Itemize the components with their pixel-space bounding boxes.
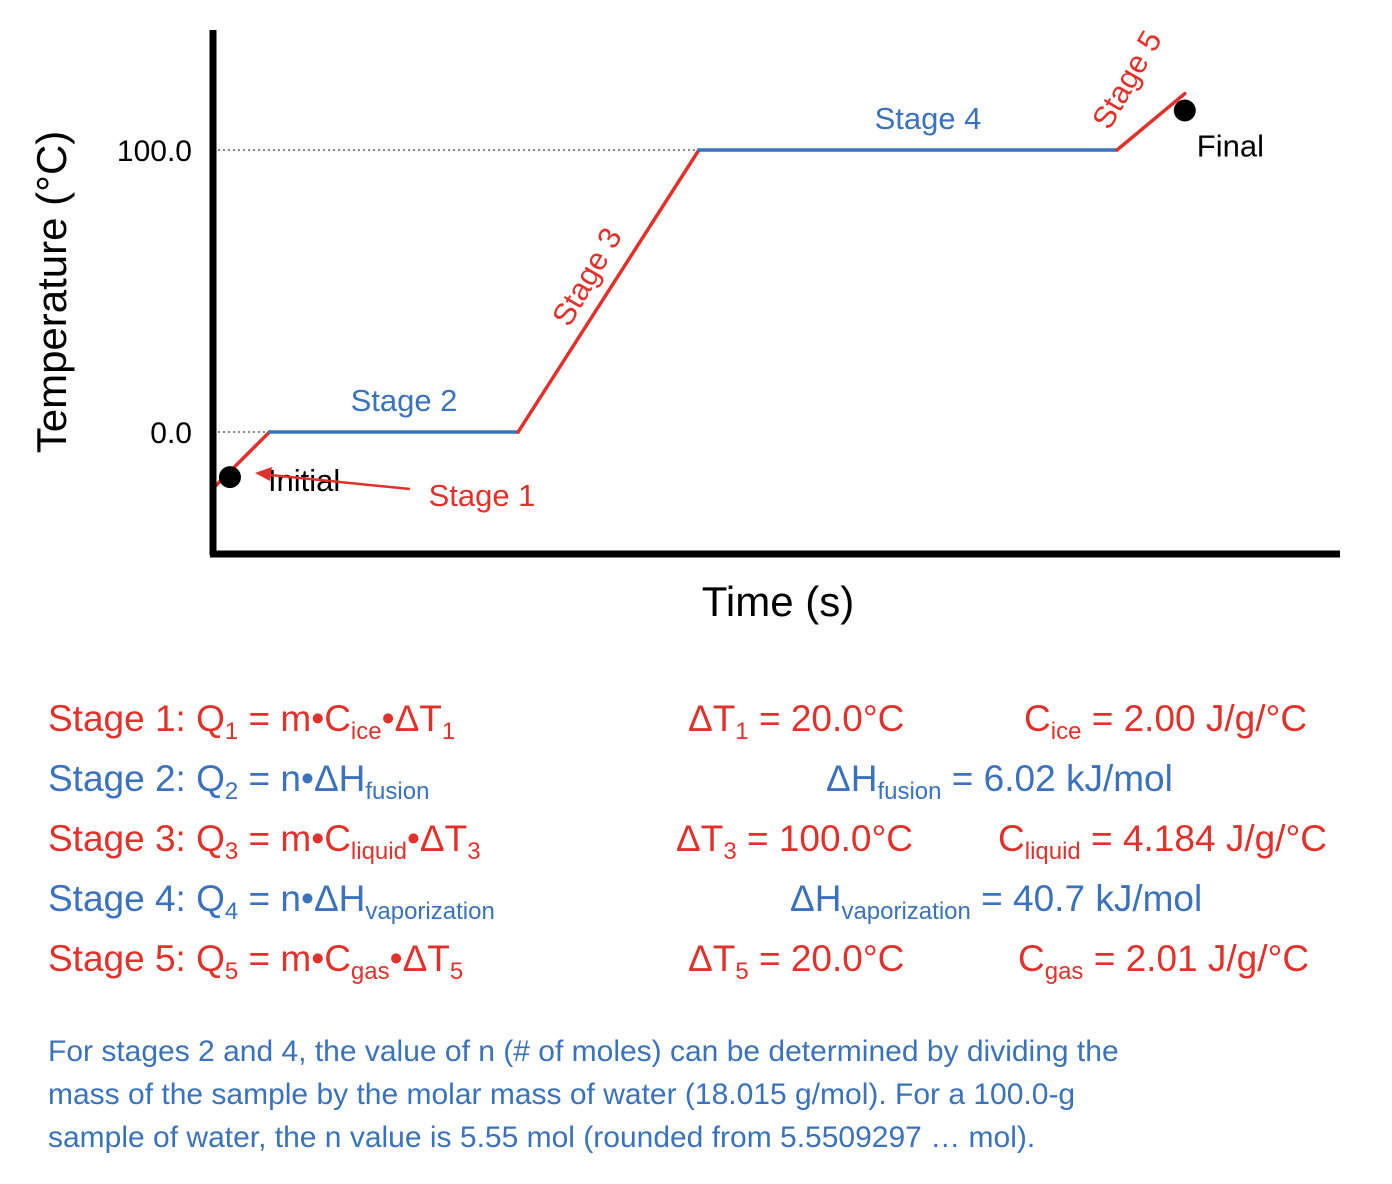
text-run: Stage 1: Q [48, 698, 225, 739]
text-run: Stage 2: Q [48, 758, 225, 799]
text-run: Stage 5: Q [48, 938, 225, 979]
equation-given-enthalpy: ΔHvaporization = 40.7 kJ/mol [790, 875, 1203, 925]
text-run: ΔH [826, 758, 878, 799]
equation-row-stage-1: Stage 1: Q1 = m•Cice•ΔT1 ΔT1 = 20.0°C Cice… [48, 695, 1388, 755]
text-run: Stage 3: Q [48, 818, 225, 859]
subscript: gas [1044, 958, 1084, 985]
point-marker-initial [218, 466, 241, 489]
chart-segments [211, 91, 1187, 491]
text-run: = n•ΔH [238, 758, 366, 799]
subscript: 5 [224, 958, 239, 985]
text-run: = 2.00 J/g/°C [1081, 698, 1308, 739]
subscript: gas [350, 958, 390, 985]
text-run: = 4.184 J/g/°C [1080, 818, 1327, 859]
equation-given-enthalpy: ΔHfusion = 6.02 kJ/mol [826, 755, 1173, 805]
subscript: 1 [224, 718, 239, 745]
text-run: = 100.0°C [736, 818, 913, 859]
y-tick-label: 100.0 [117, 135, 192, 168]
subscript: 3 [723, 838, 737, 865]
note-line: sample of water, the n value is 5.55 mol… [48, 1121, 1036, 1154]
note-line: mass of the sample by the molar mass of … [48, 1078, 1076, 1111]
equation-row-stage-3: Stage 3: Q3 = m•Cliquid•ΔT3 ΔT3 = 100.0°C… [48, 815, 1388, 875]
equation-formula: Stage 1: Q1 = m•Cice•ΔT1 [48, 695, 456, 745]
segment-5 [1115, 91, 1187, 152]
point-marker-final [1173, 99, 1196, 122]
equation-row-stage-5: Stage 5: Q5 = m•Cgas•ΔT5 ΔT5 = 20.0°C Cgas… [48, 935, 1388, 995]
subscript: 3 [467, 838, 481, 865]
segment-label-1: Stage 1 [429, 478, 536, 513]
segment-label-4: Stage 4 [875, 101, 982, 136]
y-tick-labels: 0.0 100.0 [117, 135, 192, 450]
text-run: = 6.02 kJ/mol [941, 758, 1173, 799]
subscript: ice [1050, 718, 1082, 745]
equation-given-capacity: Cice = 2.00 J/g/°C [1024, 695, 1308, 745]
subscript: 5 [449, 958, 464, 985]
text-run: ΔT [688, 698, 736, 739]
segment-label-2: Stage 2 [351, 383, 458, 418]
y-tick-label: 0.0 [150, 417, 192, 450]
equation-given-delta: ΔT5 = 20.0°C [688, 935, 905, 985]
text-run: C [1024, 698, 1051, 739]
subscript: 5 [735, 958, 749, 985]
text-run: = m•C [238, 938, 351, 979]
text-run: •ΔT [381, 698, 442, 739]
text-run: = 40.7 kJ/mol [970, 878, 1203, 919]
segment-3 [516, 148, 701, 434]
text-run: = m•C [238, 698, 351, 739]
note-line: For stages 2 and 4, the value of n (# of… [48, 1035, 1119, 1068]
point-label-final: Final [1197, 129, 1264, 164]
subscript: 1 [735, 718, 749, 745]
stage-1-pointer-arrow-line [269, 473, 411, 491]
equation-given-delta: ΔT1 = 20.0°C [688, 695, 905, 745]
subscript: 1 [441, 718, 456, 745]
text-run: ΔH [790, 878, 842, 919]
subscript: ice [350, 718, 382, 745]
text-run: ΔT [688, 938, 736, 979]
text-run: = m•C [238, 818, 351, 859]
note-paragraph: For stages 2 and 4, the value of n (# of… [48, 1030, 1368, 1159]
text-run: •ΔT [406, 818, 468, 859]
subscript: 2 [224, 778, 239, 805]
equation-given-capacity: Cgas = 2.01 J/g/°C [1018, 935, 1310, 985]
subscript: fusion [877, 778, 942, 805]
dotted-guides [218, 149, 699, 433]
text-run: = 2.01 J/g/°C [1083, 938, 1310, 979]
text-run: C [998, 818, 1025, 859]
text-run: Stage 4: Q [48, 878, 225, 919]
equation-formula: Stage 3: Q3 = m•Cliquid•ΔT3 [48, 815, 481, 865]
equation-formula: Stage 5: Q5 = m•Cgas•ΔT5 [48, 935, 464, 985]
equations-block: Stage 1: Q1 = m•Cice•ΔT1 ΔT1 = 20.0°C Cice… [48, 695, 1388, 995]
equation-row-stage-4: Stage 4: Q4 = n•ΔHvaporization ΔHvaporiza… [48, 875, 1388, 935]
subscript: fusion [365, 778, 430, 805]
y-axis-label: Temperature (°C) [28, 131, 75, 454]
subscript: liquid [350, 838, 407, 865]
text-run: C [1018, 938, 1045, 979]
equation-row-stage-2: Stage 2: Q2 = n•ΔHfusion ΔHfusion = 6.02 … [48, 755, 1388, 815]
text-run: ΔT [676, 818, 724, 859]
subscript: vaporization [841, 898, 971, 925]
equation-formula: Stage 2: Q2 = n•ΔHfusion [48, 755, 430, 805]
equation-given-capacity: Cliquid = 4.184 J/g/°C [998, 815, 1327, 865]
subscript: liquid [1024, 838, 1081, 865]
subscript: vaporization [365, 898, 495, 925]
text-run: = 20.0°C [748, 938, 905, 979]
stage-1-pointer-arrowhead [255, 467, 272, 481]
text-run: = 20.0°C [748, 698, 905, 739]
subscript: 4 [224, 898, 239, 925]
subscript: 3 [224, 838, 239, 865]
x-axis-label: Time (s) [702, 578, 854, 625]
equation-formula: Stage 4: Q4 = n•ΔHvaporization [48, 875, 495, 925]
text-run: = n•ΔH [238, 878, 366, 919]
text-run: •ΔT [389, 938, 450, 979]
equation-given-delta: ΔT3 = 100.0°C [676, 815, 913, 865]
